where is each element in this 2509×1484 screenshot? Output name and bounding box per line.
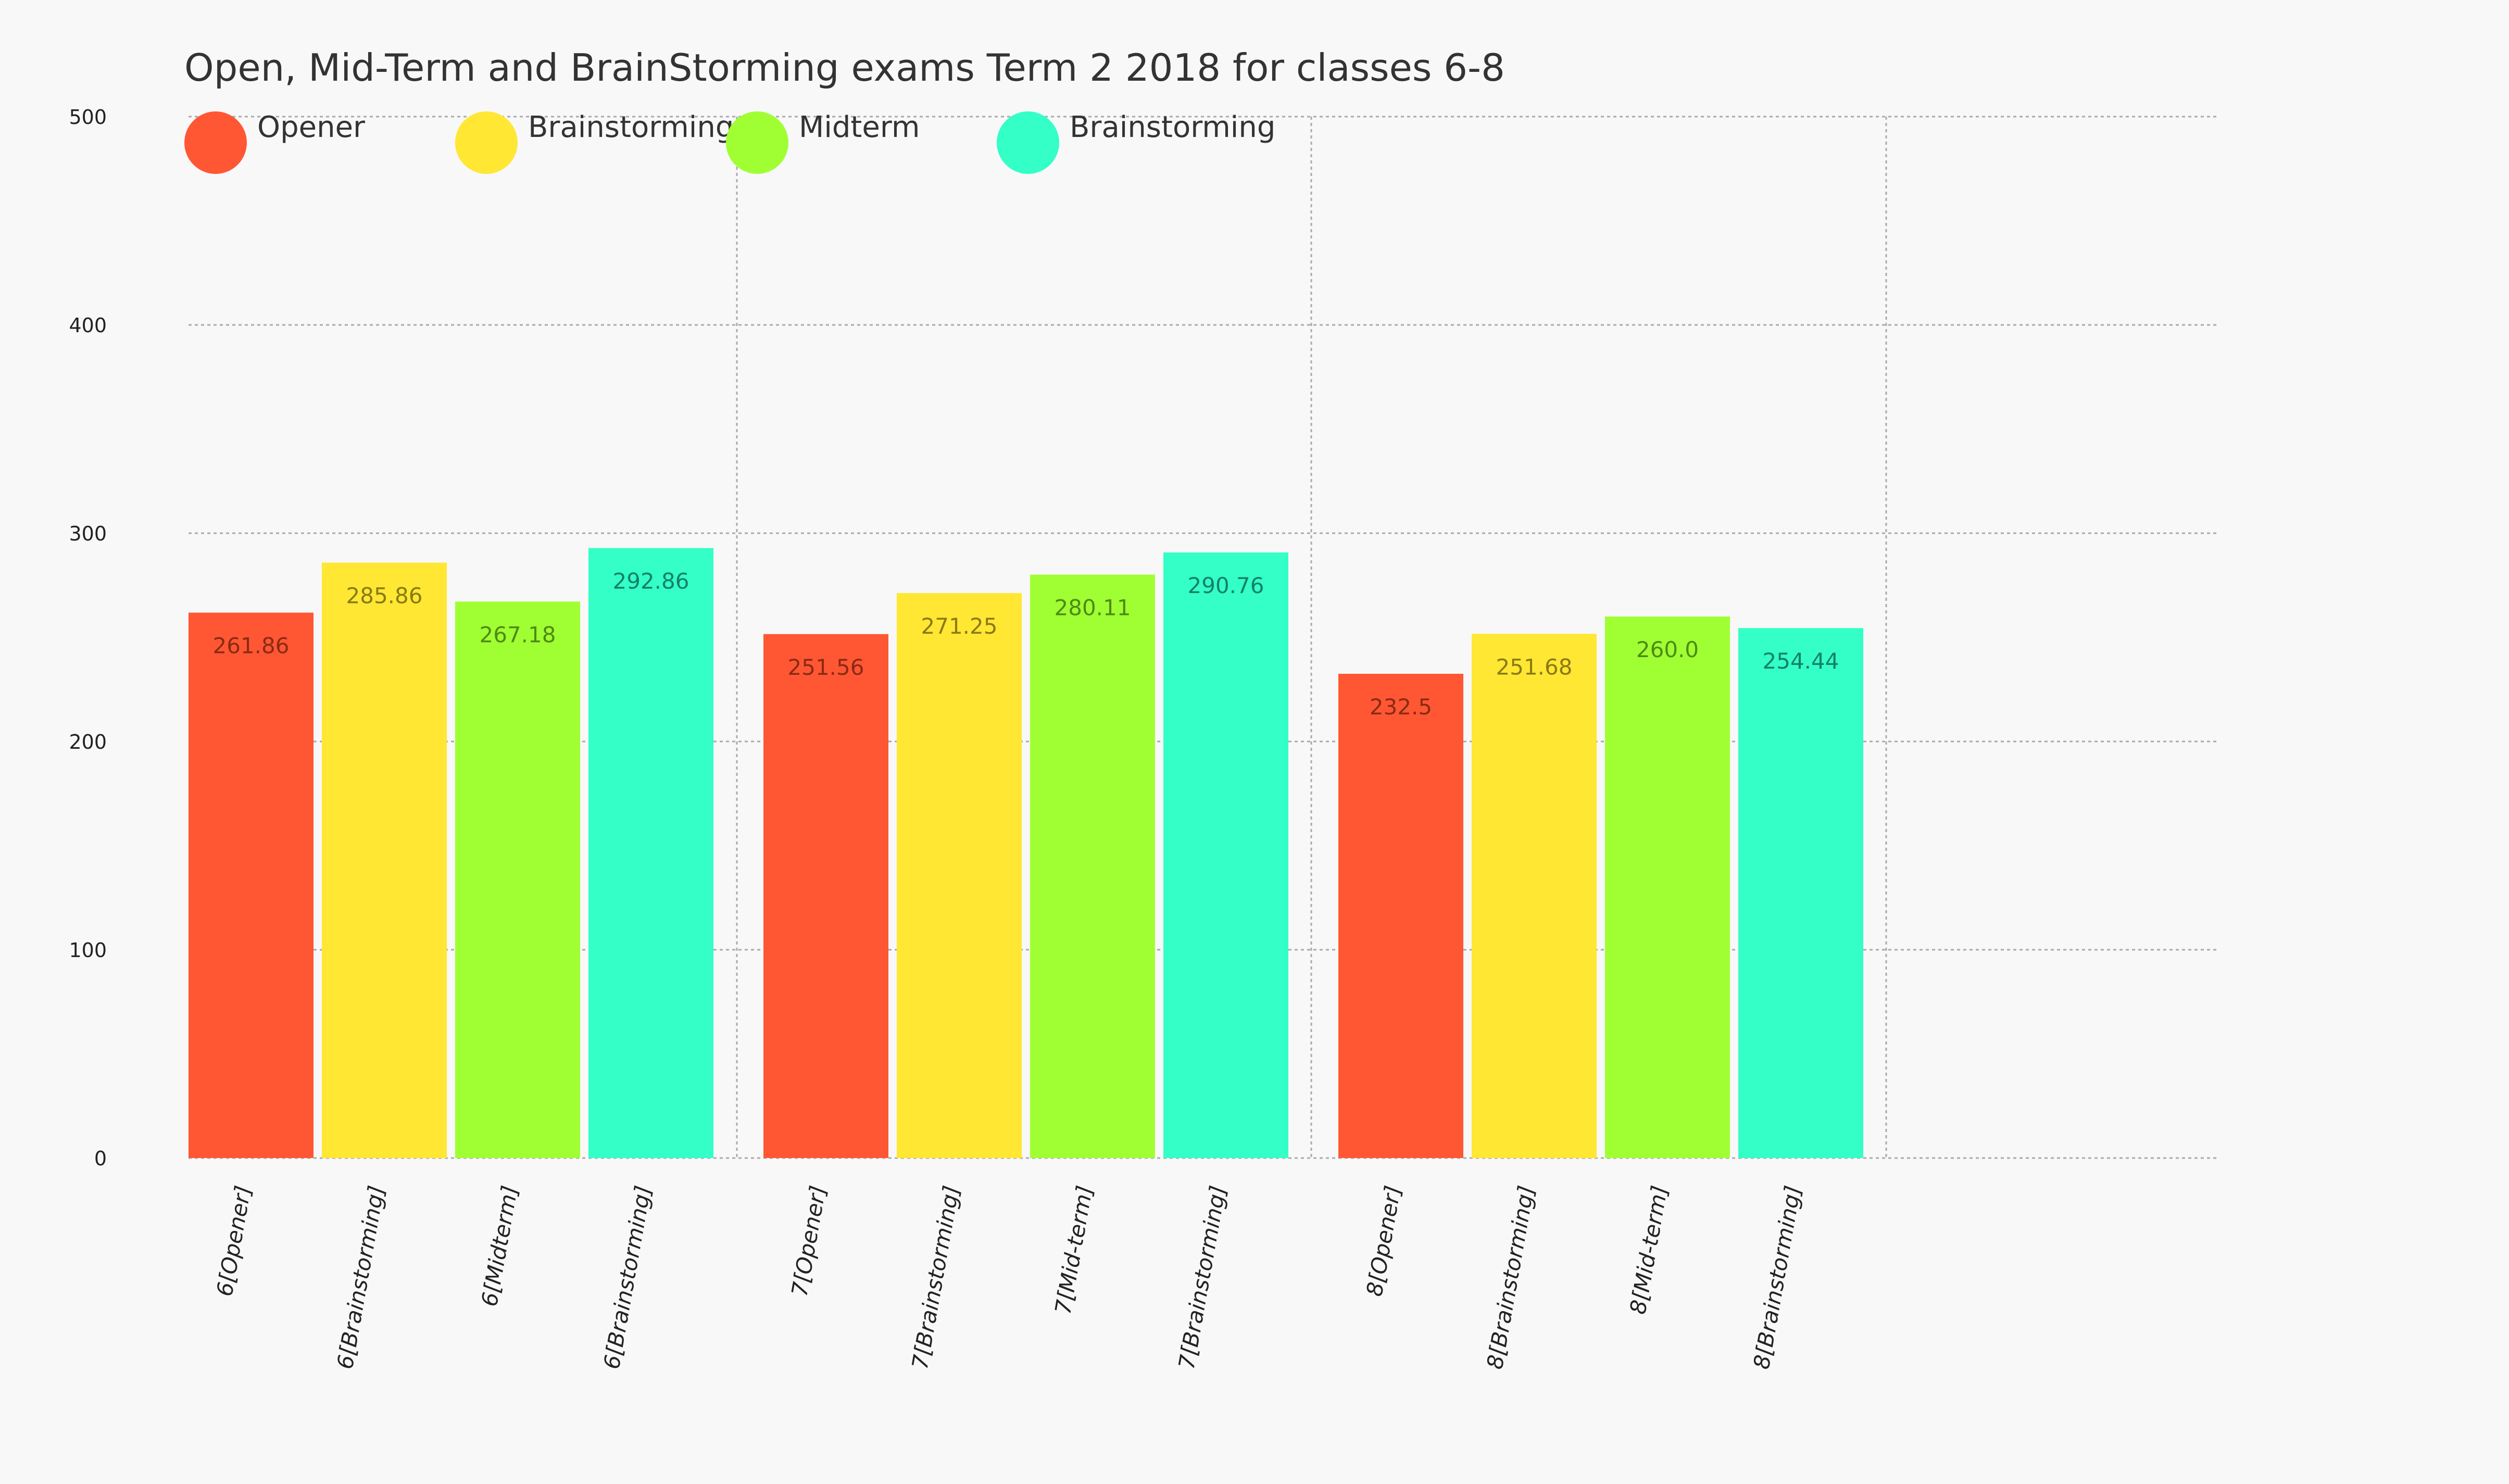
bar: [1472, 634, 1597, 1158]
legend-label: Midterm: [799, 110, 920, 144]
legend-swatch: [455, 111, 518, 174]
x-tick-label: 7[Opener]: [786, 1184, 831, 1298]
legend-swatch: [726, 111, 788, 174]
x-tick-label: 8[Brainstorming]: [1749, 1184, 1806, 1371]
x-tick-label: 7[Brainstorming]: [907, 1184, 964, 1371]
bar-value-label: 285.86: [346, 583, 423, 609]
legend: Opener Brainstorming Midterm Brainstorming: [184, 110, 1275, 174]
bar-value-label: 292.86: [613, 569, 689, 594]
legend-label: Brainstorming: [528, 110, 734, 144]
x-tick-label: 6[Brainstorming]: [599, 1184, 656, 1371]
x-tick-label: 7[Mid-term]: [1050, 1184, 1098, 1316]
bar-value-label: 267.18: [480, 622, 556, 647]
legend-swatch: [184, 111, 247, 174]
legend-swatch: [997, 111, 1059, 174]
bar: [763, 634, 888, 1158]
y-tick-label: 500: [69, 106, 107, 129]
x-tick-label: 6[Opener]: [211, 1184, 256, 1298]
y-tick-label: 100: [69, 939, 107, 962]
bar-value-label: 260.0: [1636, 637, 1699, 662]
x-axis-ticks: 6[Opener] 6[Brainstorming] 6[Midterm] 6[Bra…: [211, 1184, 1806, 1371]
y-tick-label: 0: [94, 1147, 107, 1170]
bar: [322, 562, 447, 1158]
bar-value-label: 251.56: [788, 655, 864, 680]
chart-title: Open, Mid-Term and BrainStorming exams T…: [184, 46, 1505, 90]
bar-value-label: 254.44: [1763, 648, 1839, 674]
y-tick-label: 300: [69, 522, 107, 545]
x-tick-label: 6[Brainstorming]: [332, 1184, 390, 1371]
bar-value-label: 261.86: [213, 633, 290, 659]
x-tick-label: 8[Mid-term]: [1625, 1184, 1673, 1316]
bar: [897, 593, 1022, 1158]
bar: [1030, 574, 1155, 1158]
bar-value-label: 280.11: [1055, 595, 1131, 621]
bar: [588, 548, 713, 1158]
y-tick-label: 200: [69, 731, 107, 753]
bar: [1605, 617, 1730, 1158]
bar-value-label: 232.5: [1370, 694, 1432, 720]
x-tick-label: 8[Brainstorming]: [1482, 1184, 1539, 1371]
bar: [455, 601, 580, 1158]
bar: [189, 612, 313, 1158]
legend-label: Opener: [257, 110, 366, 144]
bars: [189, 548, 1863, 1158]
x-tick-label: 6[Midterm]: [476, 1184, 523, 1309]
bar: [1163, 552, 1288, 1158]
x-tick-label: 8[Opener]: [1361, 1184, 1406, 1298]
y-axis-ticks: 0 100 200 300 400 500: [69, 106, 107, 1170]
y-tick-label: 400: [69, 314, 107, 337]
bar-value-label: 271.25: [921, 613, 998, 639]
bar-value-label: 290.76: [1188, 573, 1264, 598]
bar: [1738, 628, 1863, 1158]
bar-value-label: 251.68: [1496, 654, 1573, 680]
bar: [1338, 674, 1463, 1158]
legend-label: Brainstorming: [1070, 110, 1275, 144]
value-labels: 261.86 285.86 267.18 292.86 251.56 271.25 280.…: [213, 569, 1839, 720]
x-tick-label: 7[Brainstorming]: [1174, 1184, 1231, 1371]
